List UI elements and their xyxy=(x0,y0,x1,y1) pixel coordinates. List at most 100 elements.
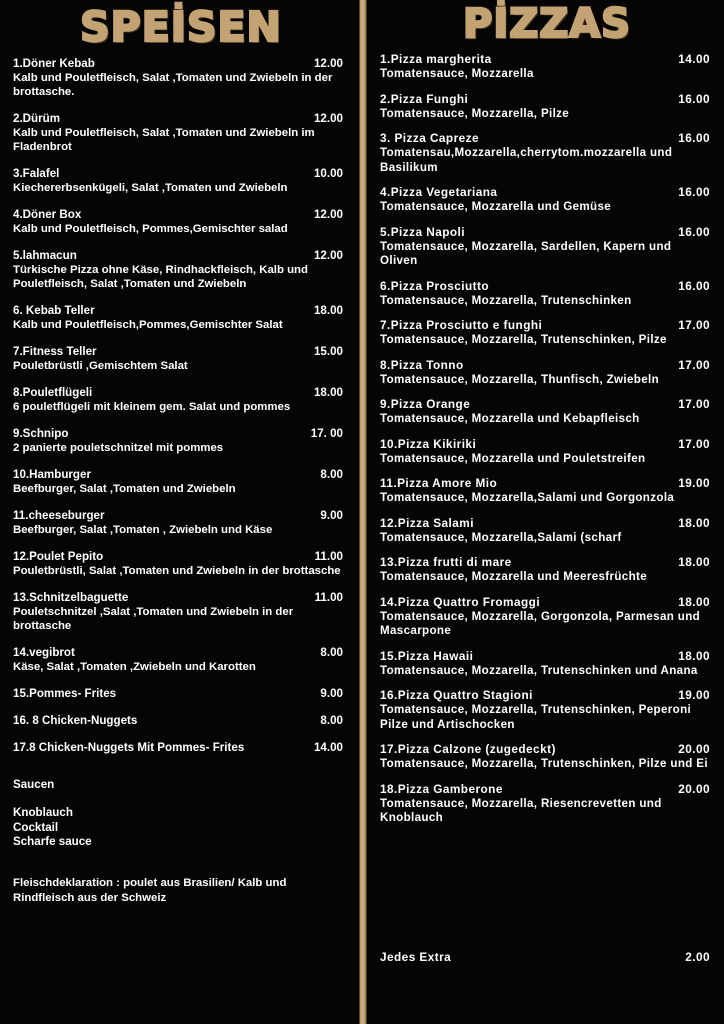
menu-item-name: 9.Schnipo xyxy=(13,427,69,440)
pizzas-item-list: 1.Pizza margherita 14.00 Tomatensauce, Moz… xyxy=(380,52,710,826)
menu-item: 7.Pizza Prosciutto e funghi 17.00 Tomatens… xyxy=(380,318,710,348)
speisen-section-title: SPEİSEN xyxy=(79,3,282,51)
menu-item-name: 2.Pizza Funghi xyxy=(380,91,469,106)
speisen-item-list: 1.Döner Kebab 12.00 Kalb und Pouletfleisch… xyxy=(13,56,343,755)
extra-charge-price: 2.00 xyxy=(685,950,710,964)
menu-item-name: 3.Falafel xyxy=(13,167,60,180)
menu-item-name: 13.Schnitzelbaguette xyxy=(13,591,129,604)
menu-item-description: Tomatensauce, Mozzarella,Salami (scharf xyxy=(380,530,622,544)
menu-item-head: 8.Pouletflügeli 18.00 xyxy=(13,385,343,400)
menu-item-price: 18.00 xyxy=(678,648,710,663)
menu-item-price: 11.00 xyxy=(314,591,343,604)
menu-item-name: 11.cheeseburger xyxy=(13,509,105,522)
menu-item-description: Beefburger, Salat ,Tomaten , Zwiebeln un… xyxy=(13,524,273,536)
sauce-item: Knoblauch xyxy=(13,806,73,819)
sauces-block: Saucen Knoblauch Cocktail Scharfe sauce xyxy=(13,777,343,850)
menu-item: 8.Pizza Tonno 17.00 Tomatensauce, Mozzarel… xyxy=(380,358,710,388)
menu-item-name: 1.Döner Kebab xyxy=(13,57,95,70)
menu-item-name: 7.Pizza Prosciutto e funghi xyxy=(380,318,543,332)
menu-item-name: 12.Pizza Salami xyxy=(380,515,474,530)
menu-item-price: 12.00 xyxy=(313,57,343,70)
menu-item-description: Tomatensauce, Mozzarella und Meeresfrüch… xyxy=(380,570,648,583)
menu-item-price: 16.00 xyxy=(678,131,710,145)
menu-item: 13.Pizza frutti di mare 18.00 Tomatensauce… xyxy=(380,555,710,585)
menu-item-description: Kiechererbsenkügeli, Salat ,Tomaten und … xyxy=(13,182,288,194)
menu-item-head: 2.Pizza Funghi 16.00 xyxy=(380,92,710,107)
menu-item-description: Käse, Salat ,Tomaten ,Zwiebeln und Karot… xyxy=(13,661,256,673)
menu-item-name: 10.Hamburger xyxy=(13,468,91,481)
menu-item: 11.cheeseburger 9.00 Beefburger, Salat ,To… xyxy=(13,508,343,537)
menu-item-name: 17.8 Chicken-Nuggets Mit Pommes- Frites xyxy=(13,741,245,754)
menu-item: 8.Pouletflügeli 18.00 6 pouletflügeli mit … xyxy=(13,385,343,414)
menu-item-name: 8.Pizza Tonno xyxy=(380,357,464,372)
menu-item: 16. 8 Chicken-Nuggets 8.00 xyxy=(13,713,343,728)
menu-item: 1.Döner Kebab 12.00 Kalb und Pouletfleisch… xyxy=(13,56,343,99)
menu-item-price: 12.00 xyxy=(313,249,343,262)
extra-charge-row: Jedes Extra 2.00 xyxy=(380,950,710,964)
menu-item-description: Tomatensauce, Mozzarella, Sardellen, Kap… xyxy=(380,239,672,268)
menu-item-description: Tomatensauce, Mozzarella, Thunfisch, Zwi… xyxy=(380,372,660,386)
menu-item: 3.Falafel 10.00 Kiechererbsenkügeli, Salat… xyxy=(13,166,343,195)
menu-item-price: 18.00 xyxy=(313,386,343,399)
menu-item-head: 1.Pizza margherita 14.00 xyxy=(380,52,710,67)
menu-item-name: 15.Pizza Hawaii xyxy=(380,648,474,663)
menu-item-price: 17.00 xyxy=(678,318,710,332)
menu-item-head: 5.Pizza Napoli 16.00 xyxy=(380,225,710,240)
menu-item-head: 6. Kebab Teller 18.00 xyxy=(13,303,343,318)
sauce-item: Cocktail xyxy=(13,820,59,834)
menu-item: 17.Pizza Calzone (zugedeckt) 20.00 Tomaten… xyxy=(380,742,710,772)
menu-item-description: Pouletbrüstli, Salat ,Tomaten und Zwiebe… xyxy=(13,565,341,577)
menu-item-name: 11.Pizza Amore Mio xyxy=(380,476,498,490)
menu-item-head: 16. 8 Chicken-Nuggets 8.00 xyxy=(13,713,343,728)
menu-item-head: 10.Pizza Kikiriki 17.00 xyxy=(380,437,710,452)
menu-item-price: 8.00 xyxy=(320,468,343,481)
menu-item-head: 9.Schnipo 17. 00 xyxy=(13,426,343,441)
menu-item-head: 1.Döner Kebab 12.00 xyxy=(13,56,343,71)
menu-item-name: 7.Fitness Teller xyxy=(13,345,97,358)
menu-item-price: 12.00 xyxy=(313,112,343,125)
menu-item-description: Tomatensauce, Mozzarella, Trutenschinken xyxy=(380,293,632,307)
menu-item-price: 8.00 xyxy=(320,714,343,727)
menu-item-head: 5.lahmacun 12.00 xyxy=(13,248,343,263)
menu-item: 12.Poulet Pepito 11.00 Pouletbrüstli, Sala… xyxy=(13,549,343,578)
menu-item-head: 13.Pizza frutti di mare 18.00 xyxy=(380,555,710,570)
menu-item-price: 18.00 xyxy=(678,555,710,569)
menu-item-head: 14.vegibrot 8.00 xyxy=(13,645,343,660)
menu-item-name: 15.Pommes- Frites xyxy=(13,687,117,700)
meat-declaration-note: Fleischdeklaration : poulet aus Brasilie… xyxy=(13,876,287,904)
menu-item-price: 10.00 xyxy=(313,167,343,180)
menu-item-name: 10.Pizza Kikiriki xyxy=(380,436,477,451)
menu-item: 4.Pizza Vegetariana 16.00 Tomatensauce, Mo… xyxy=(380,185,710,215)
menu-item: 18.Pizza Gamberone 20.00 Tomatensauce, Moz… xyxy=(380,782,710,826)
menu-item-head: 10.Hamburger 8.00 xyxy=(13,467,343,482)
menu-item-description: 6 pouletflügeli mit kleinem gem. Salat u… xyxy=(13,401,291,413)
menu-item-description: Pouletbrüstli ,Gemischtem Salat xyxy=(13,360,188,372)
menu-item-price: 18.00 xyxy=(678,515,710,530)
extra-charge-label: Jedes Extra xyxy=(380,950,452,964)
menu-item-description: Tomatensauce, Mozzarella, Gorgonzola, Pa… xyxy=(380,609,701,638)
menu-item-head: 17.Pizza Calzone (zugedeckt) 20.00 xyxy=(380,742,710,757)
menu-item-name: 17.Pizza Calzone (zugedeckt) xyxy=(380,742,556,756)
menu-item-head: 8.Pizza Tonno 17.00 xyxy=(380,358,710,373)
menu-item: 10.Hamburger 8.00 Beefburger, Salat ,Tomat… xyxy=(13,467,343,496)
menu-item-price: 16.00 xyxy=(678,91,710,106)
menu-item: 9.Pizza Orange 17.00 Tomatensauce, Mozzare… xyxy=(380,397,710,427)
menu-item-price: 16.00 xyxy=(678,185,710,199)
menu-item-name: 3. Pizza Capreze xyxy=(380,131,479,145)
sauces-heading: Saucen xyxy=(13,778,55,791)
menu-item-head: 16.Pizza Quattro Stagioni 19.00 xyxy=(380,688,710,703)
menu-item-name: 5.Pizza Napoli xyxy=(380,224,465,239)
menu-item: 13.Schnitzelbaguette 11.00 Pouletschnitzel… xyxy=(13,590,343,633)
menu-item-head: 3.Falafel 10.00 xyxy=(13,166,343,181)
menu-item-head: 15.Pommes- Frites 9.00 xyxy=(13,686,343,701)
menu-item: 2.Pizza Funghi 16.00 Tomatensauce, Mozzare… xyxy=(380,92,710,122)
menu-item-description: Kalb und Pouletfleisch, Salat ,Tomaten u… xyxy=(13,72,333,98)
menu-item: 14.Pizza Quattro Fromaggi 18.00 Tomatensau… xyxy=(380,595,710,639)
menu-item-price: 17. 00 xyxy=(310,427,343,440)
menu-item-price: 17.00 xyxy=(678,397,710,411)
menu-item-head: 14.Pizza Quattro Fromaggi 18.00 xyxy=(380,595,710,610)
menu-item-price: 20.00 xyxy=(678,742,710,756)
menu-item-name: 6. Kebab Teller xyxy=(13,304,95,317)
menu-item-description: Beefburger, Salat ,Tomaten und Zwiebeln xyxy=(13,483,236,495)
menu-item-name: 16.Pizza Quattro Stagioni xyxy=(380,688,533,702)
